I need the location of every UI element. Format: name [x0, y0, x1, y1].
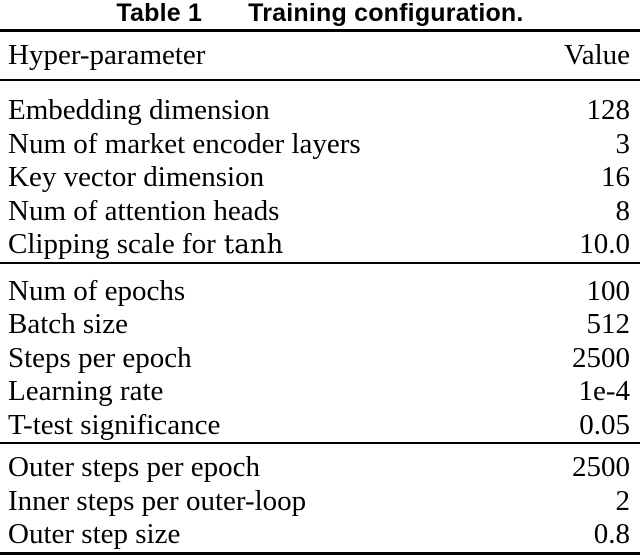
param-cell: Key vector dimension	[8, 161, 265, 193]
value-cell: 8	[615, 194, 631, 227]
header-row: Hyper-parameter Value	[0, 32, 640, 79]
value-cell: 128	[586, 94, 631, 126]
value-cell: 0.8	[593, 518, 630, 550]
param-cell: Steps per epoch	[8, 341, 192, 374]
table-row: Num of attention heads 8	[0, 195, 640, 229]
value-cell: 2500	[572, 451, 630, 483]
table-row: Learning rate 1e-4	[0, 375, 640, 409]
value-cell: 512	[586, 308, 631, 340]
param-cell: Batch size	[8, 308, 128, 340]
param-cell: Learning rate	[8, 375, 164, 407]
section-outer-loop: Outer steps per epoch 2500 Inner steps p…	[0, 444, 640, 552]
table-row: Num of market encoder layers 3	[0, 128, 640, 162]
column-header-value: Value	[563, 38, 630, 71]
top-rule	[0, 29, 640, 32]
table-row: T-test significance 0.05	[0, 409, 640, 443]
param-cell: Outer step size	[8, 518, 181, 550]
param-cell: Num of attention heads	[8, 194, 280, 227]
param-cell: T-test significance	[8, 408, 221, 441]
param-cell: Embedding dimension	[8, 94, 270, 126]
training-config-table: Hyper-parameter Value Embedding dimensio…	[0, 29, 640, 555]
value-cell: 3	[615, 127, 631, 160]
table-row: Steps per epoch 2500	[0, 342, 640, 376]
param-cell: Clipping scale for tanh	[8, 228, 284, 260]
table-caption: Table 1 Training configuration.	[0, 0, 640, 29]
value-cell: 10.0	[579, 228, 630, 260]
table-row: Key vector dimension 16	[0, 161, 640, 195]
section-rule-2	[0, 442, 640, 444]
table-caption-title: Training configuration.	[248, 0, 524, 27]
value-cell: 2	[615, 484, 631, 517]
value-cell: 16	[601, 161, 630, 193]
param-cell: Inner steps per outer-loop	[8, 484, 307, 517]
section-training: Num of epochs 100 Batch size 512 Steps p…	[0, 264, 640, 443]
value-cell: 2500	[572, 341, 630, 374]
header-rule	[0, 79, 640, 81]
section-rule-1	[0, 261, 640, 264]
table-row: Inner steps per outer-loop 2	[0, 485, 640, 519]
param-cell: Num of market encoder layers	[8, 127, 361, 160]
table-caption-label: Table 1	[116, 0, 203, 27]
table-row: Clipping scale for tanh 10.0	[0, 228, 640, 263]
table-row: Num of epochs 100	[0, 275, 640, 309]
value-cell: 100	[586, 274, 631, 307]
column-header-hyper-parameter: Hyper-parameter	[8, 38, 206, 71]
param-cell: Num of epochs	[8, 274, 186, 307]
table-row: Outer step size 0.8	[0, 518, 640, 552]
value-cell: 0.05	[579, 408, 630, 441]
table-row: Embedding dimension 128	[0, 94, 640, 128]
table-row: Batch size 512	[0, 308, 640, 342]
table-row: Outer steps per epoch 2500	[0, 451, 640, 485]
param-cell: Outer steps per epoch	[8, 451, 261, 483]
tanh-math-symbol: tanh	[223, 230, 284, 260]
section-model-architecture: Embedding dimension 128 Num of market en…	[0, 81, 640, 262]
bottom-rule	[0, 551, 640, 555]
value-cell: 1e-4	[578, 375, 630, 407]
